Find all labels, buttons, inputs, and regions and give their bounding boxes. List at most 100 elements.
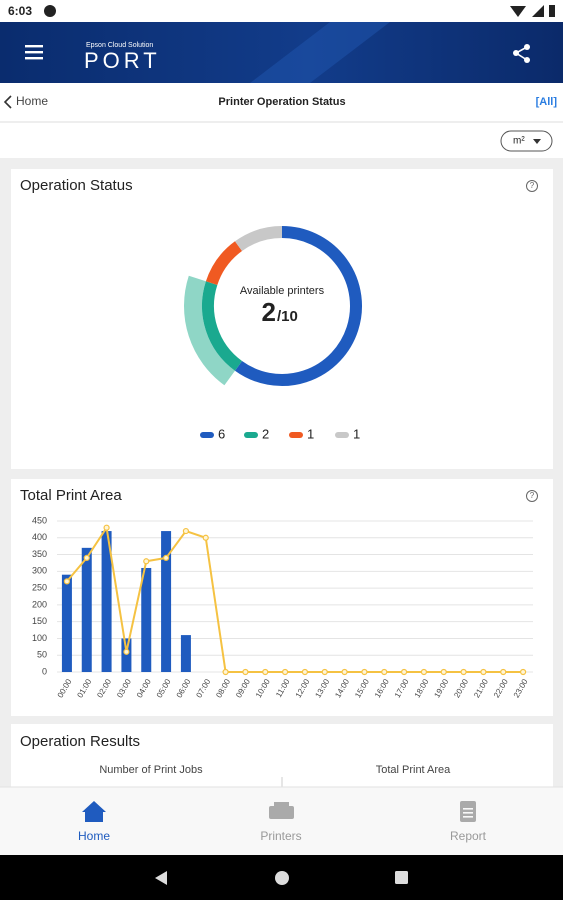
card-title: Operation Status (20, 177, 133, 194)
legend-swatch (289, 432, 303, 438)
filter-link[interactable]: [All] (536, 96, 558, 108)
help-icon[interactable]: ? (526, 490, 538, 502)
share-button[interactable] (513, 44, 530, 63)
legend-value: 6 (218, 426, 225, 441)
y-tick-label: 400 (32, 532, 47, 542)
nav-label: Report (450, 829, 487, 843)
menu-line (25, 45, 43, 48)
legend-value: 1 (307, 426, 314, 441)
back-link[interactable]: Home (16, 94, 48, 108)
menu-line (25, 57, 43, 60)
bar (101, 531, 112, 672)
report-line (463, 808, 473, 810)
help-mark: ? (530, 181, 535, 190)
nav-printers[interactable]: Printers (260, 802, 302, 843)
line-marker (341, 668, 348, 676)
line-marker (103, 524, 110, 531)
app-subtitle: Epson Cloud Solution (86, 42, 153, 49)
bar (121, 638, 132, 672)
menu-button[interactable] (25, 45, 43, 60)
nav-report[interactable]: Report (450, 801, 487, 843)
printer-icon (269, 806, 294, 819)
line-marker (500, 668, 507, 676)
line-marker (460, 668, 467, 676)
bar (161, 531, 172, 672)
line-marker (321, 668, 328, 676)
notification-icon (44, 5, 56, 17)
column-header: Number of Print Jobs (99, 764, 203, 776)
line-marker (281, 668, 289, 676)
donut-segment (205, 241, 243, 286)
line (66, 525, 524, 673)
help-mark: ? (530, 491, 535, 500)
card (11, 169, 553, 469)
bottom-nav (0, 787, 563, 855)
back-arrow[interactable] (3, 95, 12, 109)
app-bar-stripe (250, 22, 390, 83)
bar (180, 635, 191, 672)
y-tick-label: 0 (42, 666, 47, 676)
card-title: Operation Results (20, 733, 140, 750)
page-title: Printer Operation Status (218, 96, 345, 108)
unit-label: m² (513, 136, 525, 147)
help-circle (526, 490, 538, 502)
y-tick-label: 100 (32, 633, 47, 643)
line-marker (381, 668, 388, 676)
report-icon (460, 801, 476, 822)
line-marker (202, 534, 209, 541)
signal-icon (532, 5, 544, 17)
line-marker (420, 668, 428, 676)
y-tick-label: 200 (32, 599, 47, 609)
nav-label: Home (78, 829, 110, 843)
nav-home[interactable]: Home (78, 801, 110, 843)
line-marker (480, 668, 487, 676)
line-marker (162, 554, 170, 562)
donut-segment (234, 226, 362, 386)
line-marker (440, 668, 447, 676)
menu-line (25, 51, 43, 54)
share-line (514, 46, 528, 61)
app-title: PORT (84, 48, 161, 73)
line-marker (400, 668, 408, 676)
line-marker (222, 668, 229, 676)
bar (141, 567, 152, 672)
line-marker (361, 668, 368, 676)
bar (61, 574, 72, 672)
back-button[interactable] (155, 871, 167, 885)
line-marker (262, 668, 269, 676)
report-line (463, 812, 473, 814)
segment-highlight (184, 275, 236, 386)
battery-icon (549, 5, 555, 17)
wifi-icon (510, 6, 526, 17)
recents-button[interactable] (395, 871, 408, 884)
donut-segment (234, 226, 283, 252)
y-tick-label: 300 (32, 566, 47, 576)
y-tick-label: 350 (32, 549, 47, 559)
home-icon (82, 801, 106, 822)
home-button[interactable] (275, 871, 289, 885)
unit-selector[interactable]: m² (500, 130, 553, 152)
legend: 6 2 1 1 (200, 426, 360, 441)
legend-swatch (200, 432, 214, 438)
line-marker (63, 578, 71, 585)
line-marker (519, 668, 527, 676)
dropdown-arrow (533, 139, 541, 144)
line-marker (242, 668, 249, 676)
nav-area (0, 83, 563, 158)
nav-label: Printers (260, 829, 301, 843)
center-value: 2 (262, 297, 276, 327)
card (11, 479, 553, 716)
y-tick-label: 250 (32, 582, 47, 592)
y-tick-label: 450 (32, 515, 47, 525)
legend-value: 1 (353, 426, 360, 441)
unit-pill (500, 130, 553, 152)
help-icon[interactable]: ? (526, 180, 538, 192)
legend-value: 2 (262, 426, 269, 441)
line-marker (143, 558, 150, 565)
line-marker (123, 648, 130, 655)
legend-swatch (335, 432, 349, 438)
legend-swatch (244, 432, 258, 438)
card-title: Total Print Area (20, 487, 122, 504)
